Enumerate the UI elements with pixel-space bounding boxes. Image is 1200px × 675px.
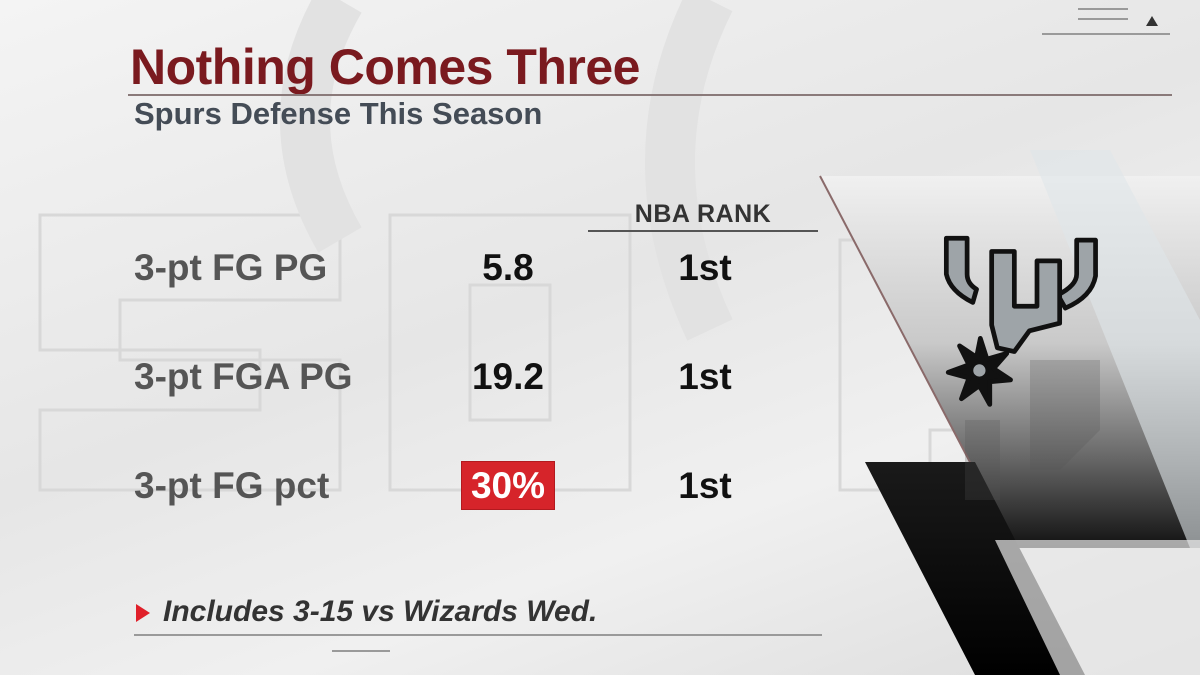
column-header-nba-rank: NBA RANK bbox=[634, 200, 772, 228]
stat-label-3pt-fg-pg: 3-pt FG PG bbox=[134, 247, 328, 288]
stat-value-3pt-fg-pct-highlight: 30% bbox=[461, 461, 555, 510]
column-header-divider bbox=[588, 230, 818, 232]
stat-value-3pt-fg-pg: 5.8 bbox=[482, 247, 534, 288]
stat-label-3pt-fga-pg: 3-pt FGA PG bbox=[134, 356, 353, 397]
footnote: Includes 3-15 vs Wizards Wed. bbox=[163, 595, 598, 628]
top-divider bbox=[1042, 33, 1170, 35]
stat-value-3pt-fga-pg: 19.2 bbox=[471, 356, 544, 397]
hamburger-menu-icon[interactable] bbox=[1078, 8, 1128, 30]
graphic-title: Nothing Comes Three bbox=[130, 39, 640, 95]
title-divider bbox=[128, 94, 1172, 96]
graphic-subtitle: Spurs Defense This Season bbox=[134, 96, 543, 131]
stat-rank-3pt-fga-pg: 1st bbox=[678, 356, 732, 397]
bottom-divider-short bbox=[332, 650, 390, 652]
stat-label-3pt-fg-pct: 3-pt FG pct bbox=[134, 465, 330, 506]
spurs-logo bbox=[943, 235, 1098, 407]
stat-rank-3pt-fg-pct: 1st bbox=[678, 465, 732, 506]
right-triangle-icon bbox=[136, 604, 150, 622]
up-arrow-icon[interactable] bbox=[1146, 16, 1158, 26]
bottom-divider bbox=[134, 634, 822, 636]
stat-rank-3pt-fg-pg: 1st bbox=[678, 247, 732, 288]
